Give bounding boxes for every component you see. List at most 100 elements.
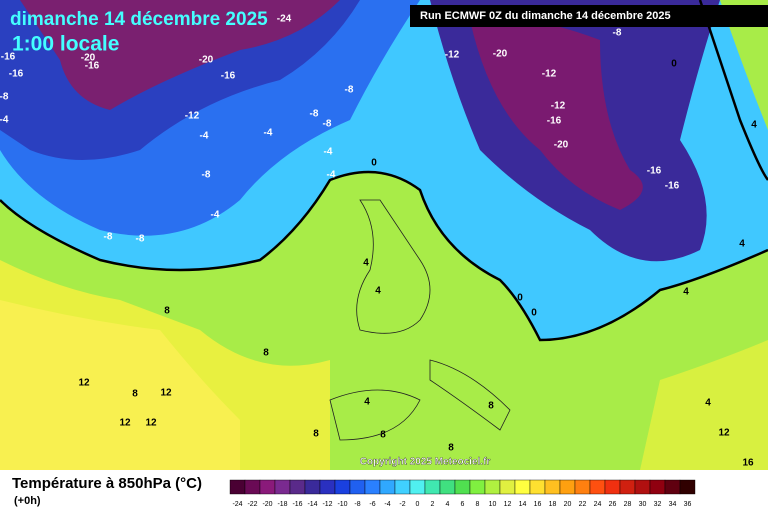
contour-label: -4 <box>264 128 273 139</box>
run-info-box <box>410 5 768 27</box>
copyright: Copyright 2025 Meteociel.fr <box>360 457 491 468</box>
colorbar-cell <box>469 479 486 495</box>
contour-label: -16 <box>647 166 662 177</box>
colorbar-label: 6 <box>461 501 465 508</box>
colorbar-label: -2 <box>399 501 405 508</box>
very-cold-area <box>470 17 643 210</box>
contour-label: -12 <box>551 101 566 112</box>
contour-label: -8 <box>310 109 319 120</box>
contour-label: -16 <box>85 61 100 72</box>
colorbar-label: 2 <box>431 501 435 508</box>
colorbar-label: 12 <box>504 501 512 508</box>
colorbar-label: 0 <box>416 501 420 508</box>
colorbar-label: -14 <box>307 501 317 508</box>
contour-label: 8 <box>164 306 170 317</box>
contour-label: 4 <box>363 258 369 269</box>
contour-label: 4 <box>375 286 381 297</box>
contour-label: -4 <box>324 147 333 158</box>
colorbar-label: 24 <box>594 501 602 508</box>
map-title: dimanche 14 décembre 2025 <box>10 9 268 30</box>
colorbar-cell <box>604 479 621 495</box>
colorbar-label: -10 <box>337 501 347 508</box>
contour-label: -8 <box>202 170 211 181</box>
contour-label: -4 <box>0 115 9 126</box>
colorbar-cell <box>259 479 276 495</box>
colorbar-cell <box>544 479 561 495</box>
contour-label: 0 <box>371 158 377 169</box>
contour-label: -20 <box>199 55 214 66</box>
colorbar-cell <box>244 479 261 495</box>
very-cold-area <box>20 0 340 110</box>
colorbar-label: 30 <box>639 501 647 508</box>
colorbar-label: 36 <box>684 501 692 508</box>
contour-labels: -24-16-16-8-4-20-16-20-16-12-8-8-8-4 -4-4… <box>0 14 757 469</box>
colorbar-cell <box>424 479 441 495</box>
colorbar-cell <box>499 479 516 495</box>
colorbar-cell <box>514 479 531 495</box>
colorbar-label: -12 <box>322 501 332 508</box>
colorbar-cell <box>409 479 426 495</box>
contour-label: -8 <box>345 85 354 96</box>
colorbar-label: 34 <box>669 501 677 508</box>
zero-isotherm <box>0 170 768 342</box>
contour-label: 0 <box>671 59 677 70</box>
colorbar-cell <box>634 479 651 495</box>
contour-label: 8 <box>263 348 269 359</box>
contour-label: -12 <box>445 50 460 61</box>
colorbar-cell <box>439 479 456 495</box>
contour-label: -8 <box>104 232 113 243</box>
colorbar-label: 14 <box>519 501 527 508</box>
colorbar-cell <box>274 479 291 495</box>
colorbar-cell <box>334 479 351 495</box>
colorbar-label: 16 <box>534 501 542 508</box>
colorbar-cell <box>574 479 591 495</box>
contour-label: -4 <box>200 131 209 142</box>
colorbar-cell <box>289 479 306 495</box>
contour-label: -20 <box>554 140 569 151</box>
contour-label: -16 <box>1 52 16 63</box>
contour-label: -20 <box>493 49 508 60</box>
colorbar: -24 -22 -20 -18 -16 -14 -12 -10 -8 -6 -4 -2 0 2 4 6 8 10 1… <box>229 479 696 508</box>
contour-label: 4 <box>739 239 745 250</box>
colorbar-label: -4 <box>384 501 390 508</box>
contour-label: 0 <box>531 308 537 319</box>
contour-label: 8 <box>132 389 138 400</box>
colorbar-label: 8 <box>476 501 480 508</box>
colorbar-cell <box>664 479 681 495</box>
contour-label: -20 <box>81 53 96 64</box>
colorbar-cell <box>454 479 471 495</box>
contour-label: 12 <box>119 418 131 429</box>
contour-label: 8 <box>313 429 319 440</box>
colorbar-cell <box>619 479 636 495</box>
colorbar-label: 10 <box>489 501 497 508</box>
local-time: 1:00 locale <box>12 33 119 56</box>
colorbar-label: -6 <box>369 501 375 508</box>
contour-label: -16 <box>221 71 236 82</box>
contour-label: 4 <box>705 398 711 409</box>
contour-label: -16 <box>9 69 24 80</box>
legend-subtitle: (+0h) <box>14 495 41 507</box>
colorbar-label: -20 <box>262 501 272 508</box>
contour-label: -16 <box>665 181 680 192</box>
colorbar-cell <box>529 479 546 495</box>
mild-area <box>720 0 768 130</box>
colorbar-cell <box>559 479 576 495</box>
zero-isotherm <box>698 0 768 181</box>
contour-label: 8 <box>448 443 454 454</box>
colorbar-label: -22 <box>247 501 257 508</box>
warm-area <box>0 300 240 470</box>
warm-area <box>640 340 768 470</box>
contour-label: -8 <box>136 234 145 245</box>
contour-label: -12 <box>542 69 557 80</box>
colorbar-cell <box>484 479 501 495</box>
colorbar-cell <box>229 479 246 495</box>
contour-label: -4 <box>327 170 336 181</box>
contour-label: -8 <box>0 92 9 103</box>
contour-label: -8 <box>323 119 332 130</box>
colorbar-cell <box>349 479 366 495</box>
colorbar-label: 28 <box>624 501 632 508</box>
contour-label: 16 <box>742 458 754 469</box>
colorbar-label: 22 <box>579 501 587 508</box>
